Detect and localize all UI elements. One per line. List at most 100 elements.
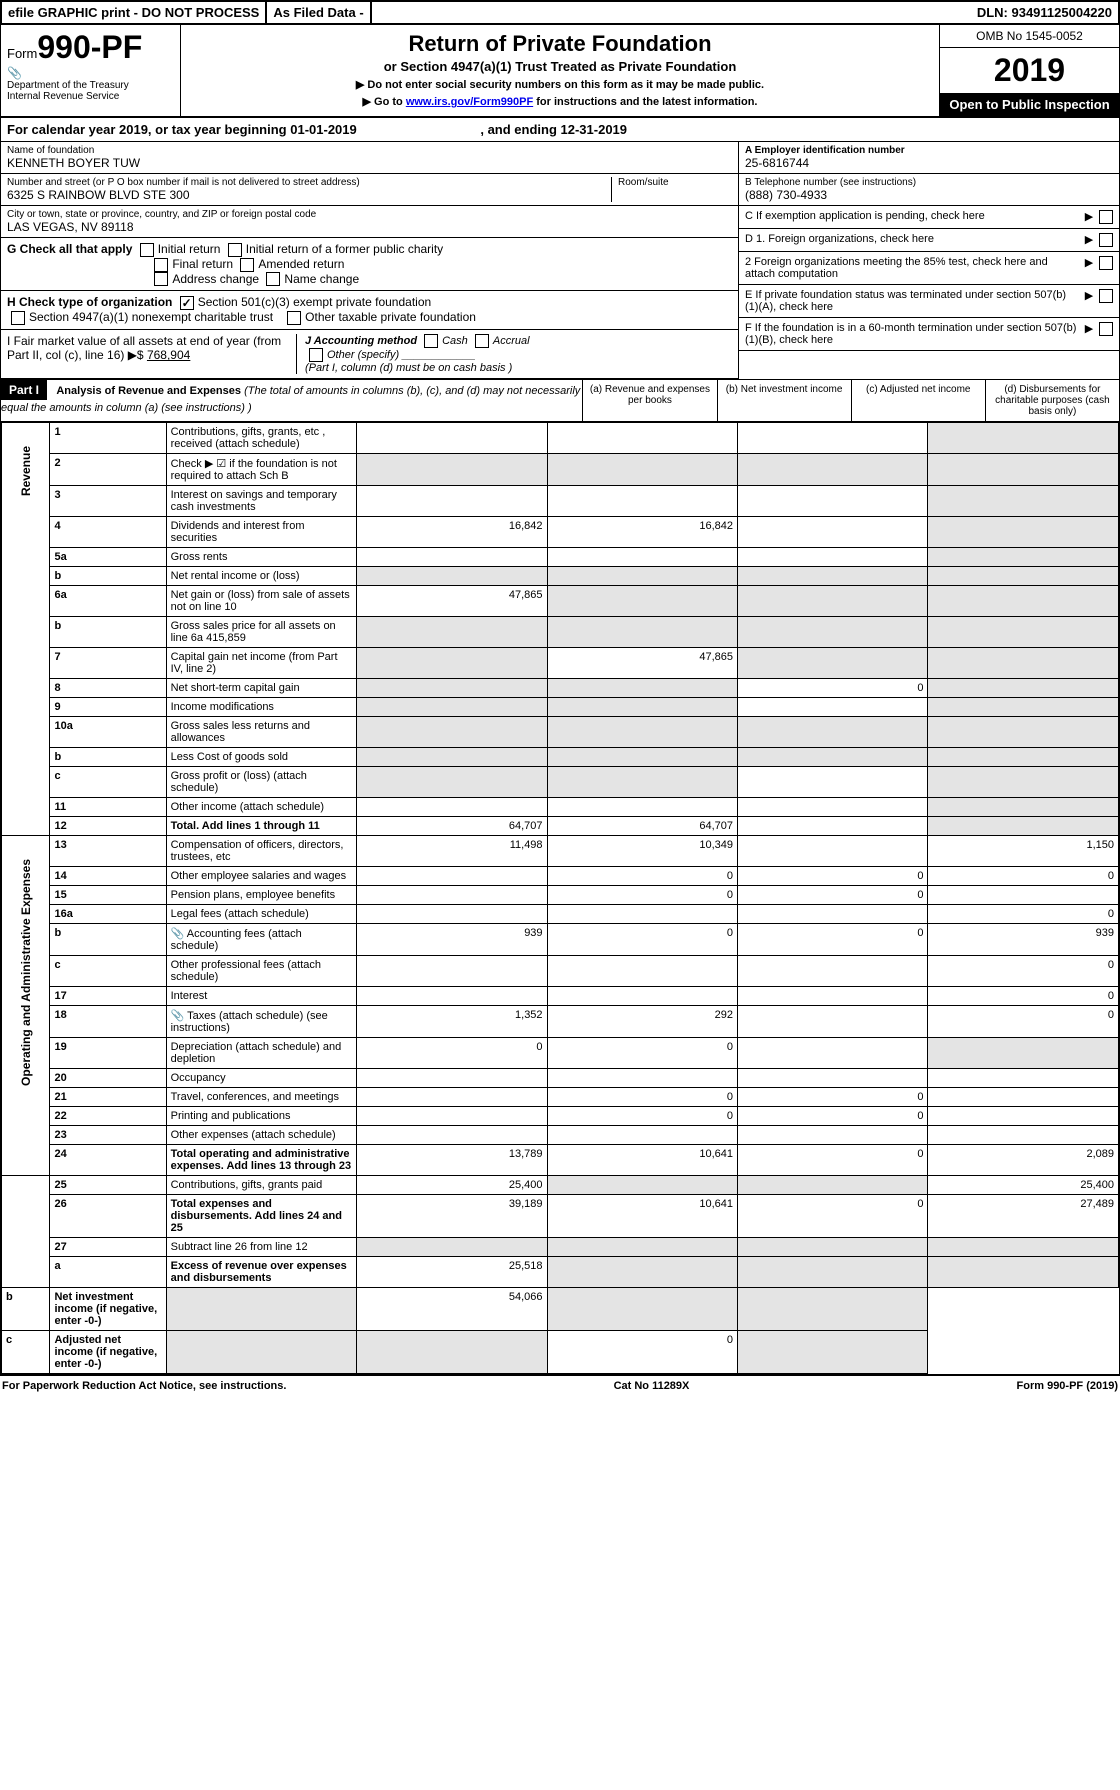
room-label: Room/suite <box>618 177 732 188</box>
checkbox-cash[interactable] <box>424 334 438 348</box>
table-row: 23Other expenses (attach schedule) <box>2 1126 1119 1145</box>
form-number: 990-PF <box>37 29 142 65</box>
table-row: 19Depreciation (attach schedule) and dep… <box>2 1038 1119 1069</box>
ein-value: 25-6816744 <box>745 156 1113 170</box>
spacer <box>372 10 971 16</box>
tax-year: 2019 <box>940 48 1119 93</box>
checkbox-501c3[interactable] <box>180 296 194 310</box>
note1: ▶ Do not enter social security numbers o… <box>187 78 933 91</box>
table-row: 20Occupancy <box>2 1069 1119 1088</box>
table-row: cGross profit or (loss) (attach schedule… <box>2 767 1119 798</box>
table-row: 16aLegal fees (attach schedule)0 <box>2 905 1119 924</box>
foundation-addr: 6325 S RAINBOW BLVD STE 300 <box>7 188 611 202</box>
open-inspection: Open to Public Inspection <box>940 93 1119 116</box>
table-row: aExcess of revenue over expenses and dis… <box>2 1257 1119 1288</box>
table-row: 25Contributions, gifts, grants paid25,40… <box>2 1176 1119 1195</box>
checkbox-initial-former[interactable] <box>228 243 242 257</box>
dept1: Department of the Treasury <box>7 80 174 91</box>
col-a: (a) Revenue and expenses per books <box>582 380 716 421</box>
table-row: 18📎 Taxes (attach schedule) (see instruc… <box>2 1006 1119 1038</box>
table-row: 3Interest on savings and temporary cash … <box>2 486 1119 517</box>
addr-label: Number and street (or P O box number if … <box>7 177 611 188</box>
asfiled-label: As Filed Data - <box>267 2 371 23</box>
table-row: 10aGross sales less returns and allowanc… <box>2 717 1119 748</box>
checkbox-4947a1[interactable] <box>11 311 25 325</box>
form-header: Form990-PF 📎 Department of the Treasury … <box>0 25 1120 118</box>
checkbox-d2[interactable] <box>1099 256 1113 270</box>
form-title: Return of Private Foundation <box>187 31 933 57</box>
checkbox-amended[interactable] <box>240 258 254 272</box>
fmv-value: 768,904 <box>147 348 190 362</box>
checkbox-e[interactable] <box>1099 289 1113 303</box>
city-label: City or town, state or province, country… <box>7 209 732 220</box>
checkbox-f[interactable] <box>1099 322 1113 336</box>
table-row: 21Travel, conferences, and meetings00 <box>2 1088 1119 1107</box>
footer-right: Form 990-PF (2019) <box>1017 1380 1118 1392</box>
c-label: C If exemption application is pending, c… <box>745 210 1079 222</box>
table-row: 11Other income (attach schedule) <box>2 798 1119 817</box>
checkbox-initial[interactable] <box>140 243 154 257</box>
form-prefix: Form <box>7 46 37 61</box>
checkbox-addrchange[interactable] <box>154 272 168 286</box>
checkbox-final[interactable] <box>154 258 168 272</box>
checkbox-d1[interactable] <box>1099 233 1113 247</box>
expenses-label: Operating and Administrative Expenses <box>17 839 35 1106</box>
f-label: F If the foundation is in a 60-month ter… <box>745 322 1079 346</box>
table-row: Revenue1Contributions, gifts, grants, et… <box>2 423 1119 454</box>
table-row: 14Other employee salaries and wages000 <box>2 867 1119 886</box>
table-row: 22Printing and publications00 <box>2 1107 1119 1126</box>
table-row: bGross sales price for all assets on lin… <box>2 617 1119 648</box>
d2-label: 2 Foreign organizations meeting the 85% … <box>745 256 1079 280</box>
table-row: bLess Cost of goods sold <box>2 748 1119 767</box>
checkbox-c[interactable] <box>1099 210 1113 224</box>
part1-badge: Part I <box>1 380 47 400</box>
footer-mid: Cat No 11289X <box>614 1380 690 1392</box>
footer-left: For Paperwork Reduction Act Notice, see … <box>2 1380 286 1392</box>
efile-icon: 📎 <box>7 66 174 80</box>
checkbox-other[interactable] <box>309 348 323 362</box>
table-row: 6aNet gain or (loss) from sale of assets… <box>2 586 1119 617</box>
table-row: 15Pension plans, employee benefits00 <box>2 886 1119 905</box>
section-h: H Check type of organization Section 501… <box>1 291 738 330</box>
table-row: 12Total. Add lines 1 through 1164,70764,… <box>2 817 1119 836</box>
table-row: bNet rental income or (loss) <box>2 567 1119 586</box>
table-row: cOther professional fees (attach schedul… <box>2 956 1119 987</box>
col-b: (b) Net investment income <box>717 380 851 421</box>
table-row: 8Net short-term capital gain0 <box>2 679 1119 698</box>
table-row: 9Income modifications <box>2 698 1119 717</box>
topbar: efile GRAPHIC print - DO NOT PROCESS As … <box>0 0 1120 25</box>
irs-link[interactable]: www.irs.gov/Form990PF <box>406 96 533 108</box>
checkbox-accrual[interactable] <box>475 334 489 348</box>
table-row: b📎 Accounting fees (attach schedule)9390… <box>2 924 1119 956</box>
note2: ▶ Go to www.irs.gov/Form990PF for instru… <box>187 95 933 108</box>
table-row: 26Total expenses and disbursements. Add … <box>2 1195 1119 1238</box>
part1-table: Revenue1Contributions, gifts, grants, et… <box>1 422 1119 1374</box>
checkbox-namechange[interactable] <box>266 272 280 286</box>
name-label: Name of foundation <box>7 145 732 156</box>
section-g: G Check all that apply Initial return In… <box>1 238 738 291</box>
table-row: 4Dividends and interest from securities1… <box>2 517 1119 548</box>
table-row: 27Subtract line 26 from line 12 <box>2 1238 1119 1257</box>
table-row: 5aGross rents <box>2 548 1119 567</box>
identity-block: Name of foundation KENNETH BOYER TUW Num… <box>0 142 1120 379</box>
table-row: bNet investment income (if negative, ent… <box>2 1288 1119 1331</box>
omb-number: OMB No 1545-0052 <box>940 25 1119 48</box>
footer: For Paperwork Reduction Act Notice, see … <box>0 1375 1120 1396</box>
foundation-name: KENNETH BOYER TUW <box>7 156 732 170</box>
checkbox-other-taxable[interactable] <box>287 311 301 325</box>
section-i: I Fair market value of all assets at end… <box>1 330 738 379</box>
col-c: (c) Adjusted net income <box>851 380 985 421</box>
table-row: Operating and Administrative Expenses13C… <box>2 836 1119 867</box>
table-row: 17Interest0 <box>2 987 1119 1006</box>
table-row: 24Total operating and administrative exp… <box>2 1145 1119 1176</box>
efile-notice: efile GRAPHIC print - DO NOT PROCESS <box>2 2 267 23</box>
table-row: 7Capital gain net income (from Part IV, … <box>2 648 1119 679</box>
dln-number: DLN: 93491125004220 <box>971 2 1118 23</box>
revenue-label: Revenue <box>17 426 35 516</box>
e-label: E If private foundation status was termi… <box>745 289 1079 313</box>
phone-label: B Telephone number (see instructions) <box>745 177 1113 188</box>
calendar-year: For calendar year 2019, or tax year begi… <box>0 118 1120 142</box>
dept2: Internal Revenue Service <box>7 91 174 102</box>
table-row: 2Check ▶ ☑ if the foundation is not requ… <box>2 454 1119 486</box>
table-row: cAdjusted net income (if negative, enter… <box>2 1331 1119 1374</box>
